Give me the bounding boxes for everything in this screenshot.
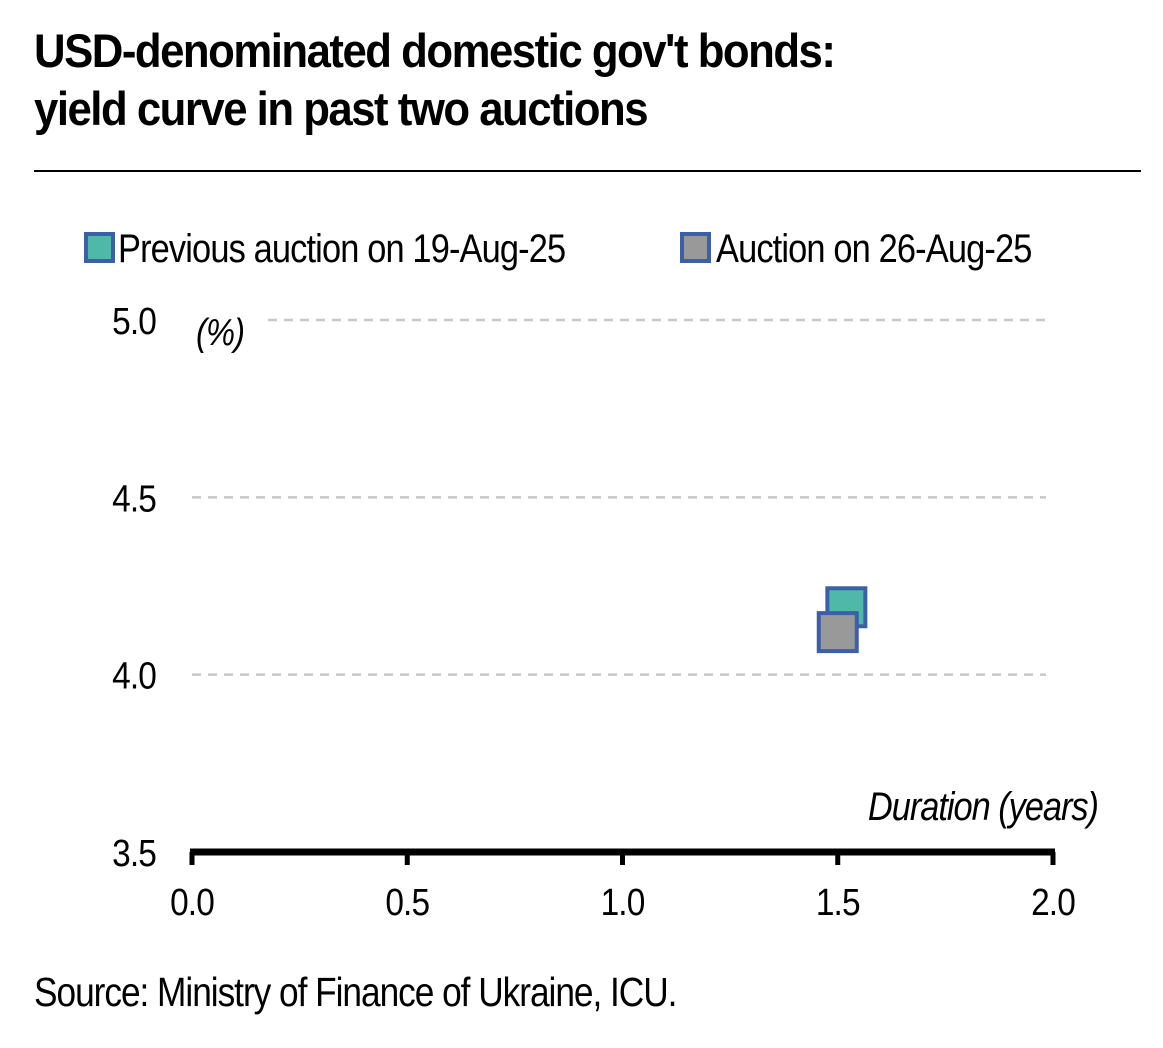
source-note: Source: Ministry of Finance of Ukraine, …	[34, 969, 677, 1015]
x-tick-label: 1.0	[601, 881, 645, 923]
axis-labels: (%) Duration (years)	[196, 311, 1099, 829]
y-tick-label: 4.5	[112, 477, 156, 519]
point-latest-auction	[816, 611, 859, 654]
chart-title-line-2: yield curve in past two auctions	[34, 82, 649, 135]
legend-label: Auction on 26-Aug-25	[716, 226, 1032, 271]
y-axis-label: (%)	[196, 311, 244, 354]
x-axis-label: Duration (years)	[868, 784, 1098, 829]
chart-title-line-1: USD-denominated domestic gov't bonds:	[34, 24, 836, 77]
legend-label: Previous auction on 19-Aug-25	[118, 226, 565, 271]
y-tick-label: 5.0	[112, 300, 156, 342]
chart-legend: Previous auction on 19-Aug-25 Auction on …	[84, 226, 1033, 271]
y-tick-label: 4.0	[112, 655, 156, 697]
x-tick-label: 0.0	[170, 881, 214, 923]
y-tick-label: 3.5	[112, 832, 156, 874]
x-tick-label: 0.5	[385, 881, 429, 923]
x-axis-ticks: 0.0 0.5 1.0 1.5 2.0	[170, 852, 1076, 923]
x-tick-label: 2.0	[1031, 881, 1075, 923]
grid-lines	[192, 318, 1046, 676]
y-axis-ticks: 5.0 4.5 4.0 3.5	[112, 300, 157, 874]
data-points	[816, 586, 868, 654]
chart-title: USD-denominated domestic gov't bonds: yi…	[34, 22, 1057, 138]
x-tick-label: 1.5	[816, 881, 860, 923]
title-divider	[34, 170, 1141, 172]
legend-swatch	[680, 232, 711, 263]
legend-swatch	[84, 232, 115, 263]
